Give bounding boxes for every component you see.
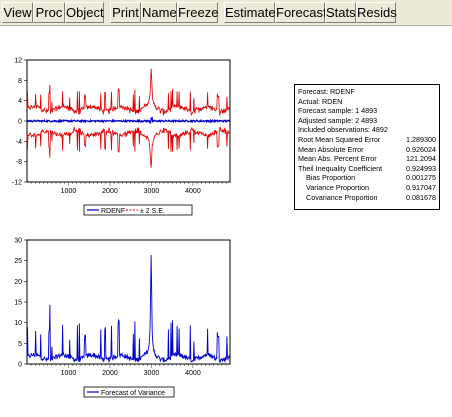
stats-header-line: Forecast sample: 1 4893: [298, 106, 436, 116]
stats-value: 1.289300: [406, 134, 436, 144]
x-tick-label: 1000: [61, 188, 77, 195]
stats-header-line: Included observations: 4892: [298, 125, 436, 135]
y-tick-label: 10: [14, 320, 22, 327]
variance-legend-label: Forecast of Variance: [101, 390, 165, 397]
print-button[interactable]: Print: [110, 2, 141, 23]
proc-button[interactable]: Proc: [33, 2, 65, 23]
object-button[interactable]: Object: [65, 2, 104, 23]
freeze-button[interactable]: Freeze: [177, 2, 218, 23]
forecast-y-axis: 12 8 4 0 -4 -8 -12: [12, 58, 27, 187]
y-tick-label: 0: [18, 362, 22, 369]
se-legend-label: ± 2 S.E.: [140, 208, 165, 215]
rdenf-legend-label: RDENF: [101, 208, 125, 215]
lower-se-band: [26, 125, 231, 168]
variance-plot-frame: [26, 239, 231, 365]
y-tick-label: 20: [14, 279, 22, 286]
resids-button[interactable]: Resids: [356, 2, 397, 23]
stats-value: 0.926024: [406, 144, 436, 154]
y-tick-label: 30: [14, 238, 22, 245]
view-button[interactable]: View: [2, 2, 33, 23]
y-tick-label: 5: [18, 341, 22, 348]
rdenf-series-line: [26, 116, 231, 125]
stats-row: Mean Absolute Error 0.926024: [298, 145, 436, 155]
y-tick-label: 15: [14, 300, 22, 307]
forecast-x-axis: 1000 2000 3000 4000: [30, 182, 227, 195]
stats-header-line: Adjusted sample: 2 4893: [298, 116, 436, 126]
x-tick-label: 3000: [144, 188, 160, 195]
variance-chart: 30 25 20 15 10 5 0 1000 2000 3000 4000 Forecast o…: [14, 238, 231, 398]
stats-header-text: Forecast: RDENF: [298, 87, 355, 96]
x-tick-label: 3000: [144, 370, 160, 377]
stats-row: Theil Inequality Coefficient 0.924993: [298, 164, 436, 174]
stats-value: 0.001275: [406, 173, 436, 183]
y-tick-label: 4: [18, 98, 22, 105]
variance-x-axis: 1000 2000 3000 4000: [30, 364, 227, 377]
stats-header-line: Actual: RDEN: [298, 97, 436, 107]
stats-value: 0.917047: [406, 182, 436, 192]
y-tick-label: -4: [16, 139, 22, 146]
stats-label: Covariance Proportion: [306, 192, 378, 202]
upper-se-band: [26, 68, 231, 117]
stats-row: Variance Proportion 0.917047: [298, 183, 436, 193]
variance-y-axis: 30 25 20 15 10 5 0: [14, 238, 27, 369]
y-tick-label: 8: [18, 78, 22, 85]
stats-label: Mean Abs. Percent Error: [298, 154, 377, 164]
x-tick-label: 2000: [102, 370, 118, 377]
y-tick-label: 0: [18, 119, 22, 126]
variance-series-line: [26, 254, 231, 364]
stats-value: 121.2094: [406, 154, 436, 164]
forecast-button[interactable]: Forecast: [275, 2, 327, 23]
stats-header-text: Included observations: 4892: [298, 125, 388, 135]
stats-label: Theil Inequality Coefficient: [298, 163, 383, 173]
stats-row: Bias Proportion 0.001275: [298, 173, 436, 183]
window-toolbar: View Proc Object Print Name Freeze Estim…: [0, 0, 452, 26]
stats-label: Root Mean Squared Error: [298, 134, 381, 144]
forecast-output-area: 12 8 4 0 -4 -8 -12 1000 2000 3000 4000 RDENF ± 2 …: [0, 26, 452, 412]
y-tick-label: -12: [12, 180, 22, 187]
stats-row: Mean Abs. Percent Error 121.2094: [298, 154, 436, 164]
stats-header-text: Adjusted sample: 2 4893: [298, 115, 378, 125]
forecast-statistics-box: Forecast: RDENF Actual: RDEN Forecast samp…: [294, 84, 440, 210]
stats-value: 0.924993: [406, 163, 436, 173]
forecast-graphs: 12 8 4 0 -4 -8 -12 1000 2000 3000 4000 RDENF ± 2 …: [12, 58, 231, 398]
y-tick-label: -8: [16, 159, 22, 166]
stats-label: Mean Absolute Error: [298, 144, 364, 154]
y-tick-label: 25: [14, 258, 22, 265]
x-tick-label: 2000: [102, 188, 118, 195]
x-tick-label: 4000: [185, 370, 201, 377]
stats-button[interactable]: Stats: [325, 2, 356, 23]
stats-value: 0.081678: [406, 192, 436, 202]
stats-header-text: Forecast sample: 1 4893: [298, 106, 378, 116]
y-tick-label: 12: [14, 58, 22, 65]
stats-row: Covariance Proportion 0.081678: [298, 193, 436, 203]
stats-label: Variance Proportion: [306, 182, 369, 192]
x-tick-label: 4000: [185, 188, 201, 195]
forecast-chart: 12 8 4 0 -4 -8 -12 1000 2000 3000 4000 RDENF ± 2 …: [12, 58, 231, 216]
stats-label: Bias Proportion: [306, 173, 356, 183]
x-tick-label: 1000: [61, 370, 77, 377]
stats-row: Root Mean Squared Error 1.289300: [298, 135, 436, 145]
stats-header-text: Actual: RDEN: [298, 96, 343, 106]
stats-header-line: Forecast: RDENF: [298, 87, 436, 97]
estimate-button[interactable]: Estimate: [224, 2, 276, 23]
name-button[interactable]: Name: [141, 2, 177, 23]
variance-legend-box: [83, 386, 175, 398]
